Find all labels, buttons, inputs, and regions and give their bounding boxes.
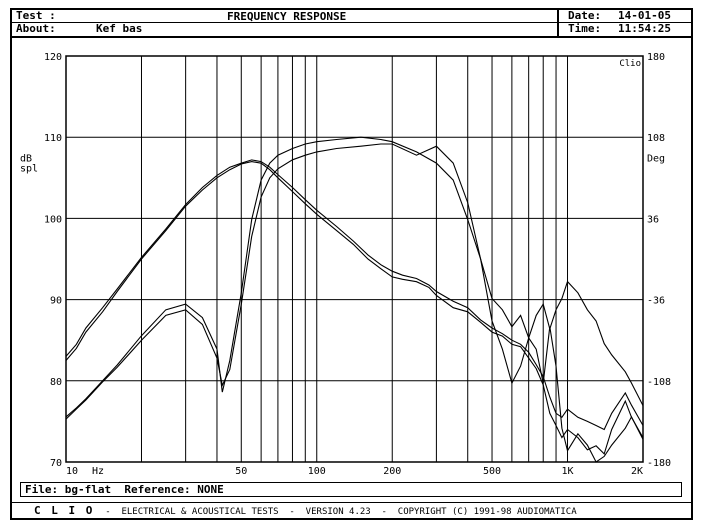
y2-tick-label: 108 (647, 133, 665, 144)
about-value: Kef bas (96, 22, 143, 35)
y-tick-label: 120 (44, 52, 62, 63)
credits-bar: C L I O - ELECTRICAL & ACOUSTICAL TESTS … (12, 502, 691, 518)
chart-labels: 70 80 90 100 110 120 -180 -108 -36 36 108 180 10 50 10… (20, 52, 671, 477)
header-bar: Test : About: Kef bas FREQUENCY RESPONSE… (12, 10, 691, 38)
chart-series (65, 136, 644, 463)
frequency-response-chart: 70 80 90 100 110 120 -180 -108 -36 36 108 180 10 50 10… (20, 52, 671, 477)
x-tick-label: 200 (383, 466, 401, 477)
header-separator (557, 10, 559, 36)
y-tick-label: 90 (50, 296, 62, 307)
x-tick-label: 500 (483, 466, 501, 477)
x-tick-label: 10 (66, 466, 78, 477)
time-value: 11:54:25 (618, 22, 671, 35)
y2-tick-label: -108 (647, 377, 671, 388)
x-axis-label: Hz (92, 466, 104, 477)
y2-tick-label: -36 (647, 296, 665, 307)
x-tick-label: 100 (308, 466, 326, 477)
x-tick-label: 50 (235, 466, 247, 477)
series-line-2 (65, 159, 644, 431)
y2-tick-label: 36 (647, 214, 659, 225)
about-label: About: (16, 22, 56, 35)
clio-window: Test : About: Kef bas FREQUENCY RESPONSE… (10, 8, 693, 520)
y-tick-label: 100 (44, 214, 62, 225)
y-axis-label: dB (20, 154, 32, 165)
reference-value: NONE (197, 483, 224, 496)
y-tick-label: 110 (44, 133, 62, 144)
header-divider-right (557, 22, 691, 23)
file-label: File: (25, 483, 59, 496)
credits-text: - ELECTRICAL & ACOUSTICAL TESTS - VERSIO… (105, 507, 577, 517)
header-divider (12, 22, 557, 23)
plot-area-border (65, 55, 644, 463)
y2-axis-label: Deg (647, 154, 665, 165)
x-tick-label: 1K (561, 466, 573, 477)
file-info-bar: File: bg-flat Reference: NONE (20, 482, 682, 497)
test-label: Test : (16, 9, 56, 22)
series-line-1 (65, 161, 644, 455)
y2-tick-label: -180 (647, 458, 671, 469)
reference-label: Reference: (124, 483, 191, 496)
y2-tick-label: 180 (647, 52, 665, 63)
y-tick-label: 80 (50, 377, 62, 388)
series-line-3 (65, 136, 644, 418)
y-tick-label: 70 (50, 458, 62, 469)
file-value: bg-flat (64, 483, 112, 496)
date-label: Date: (568, 9, 602, 22)
x-tick-label: 2K (631, 466, 643, 477)
y-axis-label: spl (20, 164, 38, 175)
corner-label: Clio (619, 59, 641, 69)
series-line-4 (65, 143, 644, 463)
chart-grid (66, 55, 643, 463)
date-value: 14-01-05 (618, 9, 671, 22)
brand-label: C L I O (34, 504, 95, 517)
time-label: Time: (568, 22, 602, 35)
page-title: FREQUENCY RESPONSE (227, 10, 347, 23)
